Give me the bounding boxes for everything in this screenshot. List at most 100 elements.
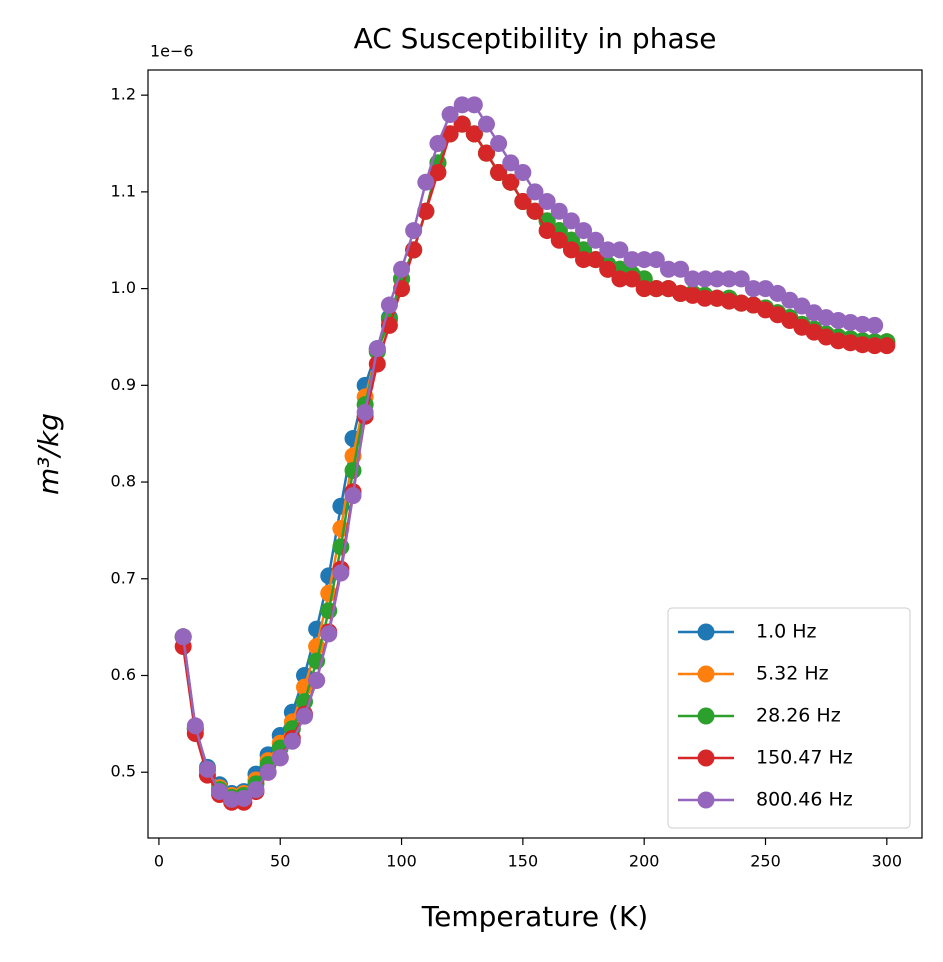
legend-marker [697, 623, 715, 641]
marker [417, 202, 435, 220]
y-tick-label: 0.8 [111, 472, 136, 491]
marker [320, 625, 338, 643]
marker [465, 96, 483, 114]
marker [659, 260, 677, 278]
marker [720, 270, 738, 288]
marker [465, 125, 483, 143]
y-tick-label: 0.5 [111, 762, 136, 781]
marker [247, 781, 265, 799]
marker [235, 789, 253, 807]
legend-marker [697, 707, 715, 725]
marker [599, 241, 617, 259]
x-tick-label: 100 [386, 852, 417, 871]
x-tick-label: 50 [270, 852, 290, 871]
marker [332, 564, 350, 582]
marker [866, 316, 884, 334]
marker [526, 183, 544, 201]
marker [696, 270, 714, 288]
marker [405, 222, 423, 240]
marker [477, 144, 495, 162]
marker [562, 241, 580, 259]
marker [514, 164, 532, 182]
marker [211, 783, 229, 801]
legend-label: 1.0 Hz [756, 621, 817, 643]
marker [587, 251, 605, 269]
marker [599, 260, 617, 278]
y-tick-label: 1.0 [111, 278, 136, 297]
marker [575, 222, 593, 240]
marker [453, 96, 471, 114]
legend-label: 5.32 Hz [756, 663, 829, 685]
marker [502, 173, 520, 191]
marker [368, 340, 386, 358]
marker [271, 749, 289, 767]
y-tick-label: 1.1 [111, 181, 136, 200]
marker [526, 202, 544, 220]
marker [344, 487, 362, 505]
marker [538, 222, 556, 240]
marker [174, 628, 192, 646]
marker [223, 790, 241, 808]
legend-label: 28.26 Hz [756, 705, 841, 727]
marker [393, 260, 411, 278]
marker [587, 231, 605, 249]
x-tick-label: 200 [629, 852, 660, 871]
marker [744, 280, 762, 298]
legend-label: 150.47 Hz [756, 747, 853, 769]
y-tick-label: 0.7 [111, 568, 136, 587]
marker [575, 251, 593, 269]
y-tick-label: 0.9 [111, 375, 136, 394]
marker [283, 732, 301, 750]
legend-box [667, 607, 911, 829]
legend-label: 800.46 Hz [756, 789, 853, 811]
y-tick-label: 0.6 [111, 665, 136, 684]
marker [441, 125, 459, 143]
marker [356, 403, 374, 421]
marker [623, 251, 641, 269]
marker [732, 270, 750, 288]
marker [878, 337, 896, 355]
marker [368, 355, 386, 373]
marker [186, 717, 204, 735]
marker [550, 202, 568, 220]
x-tick-label: 250 [750, 852, 781, 871]
marker [417, 173, 435, 191]
legend-marker [697, 749, 715, 767]
marker [344, 461, 362, 479]
marker [259, 763, 277, 781]
legend-marker [697, 665, 715, 683]
marker [623, 270, 641, 288]
marker [490, 164, 508, 182]
x-tick-label: 300 [872, 852, 903, 871]
y-tick-label: 1.2 [111, 85, 136, 104]
marker [696, 289, 714, 307]
marker [477, 115, 495, 133]
marker [490, 135, 508, 153]
x-axis-label: Temperature (K) [421, 900, 648, 933]
marker [635, 251, 653, 269]
marker [854, 336, 872, 354]
x-tick-label: 0 [154, 852, 164, 871]
marker [635, 280, 653, 298]
marker [562, 212, 580, 230]
marker [429, 135, 447, 153]
marker [647, 280, 665, 298]
x-tick-label: 150 [508, 852, 539, 871]
marker [611, 270, 629, 288]
marker [453, 115, 471, 133]
marker [708, 270, 726, 288]
marker [429, 164, 447, 182]
marker [441, 105, 459, 123]
marker [647, 251, 665, 269]
y-axis-label: m³/kg [32, 413, 65, 495]
marker [502, 154, 520, 172]
marker [854, 315, 872, 333]
marker [295, 707, 313, 725]
marker [538, 193, 556, 211]
marker [684, 270, 702, 288]
marker [514, 193, 532, 211]
marker [550, 231, 568, 249]
marker [198, 760, 216, 778]
marker [866, 337, 884, 355]
